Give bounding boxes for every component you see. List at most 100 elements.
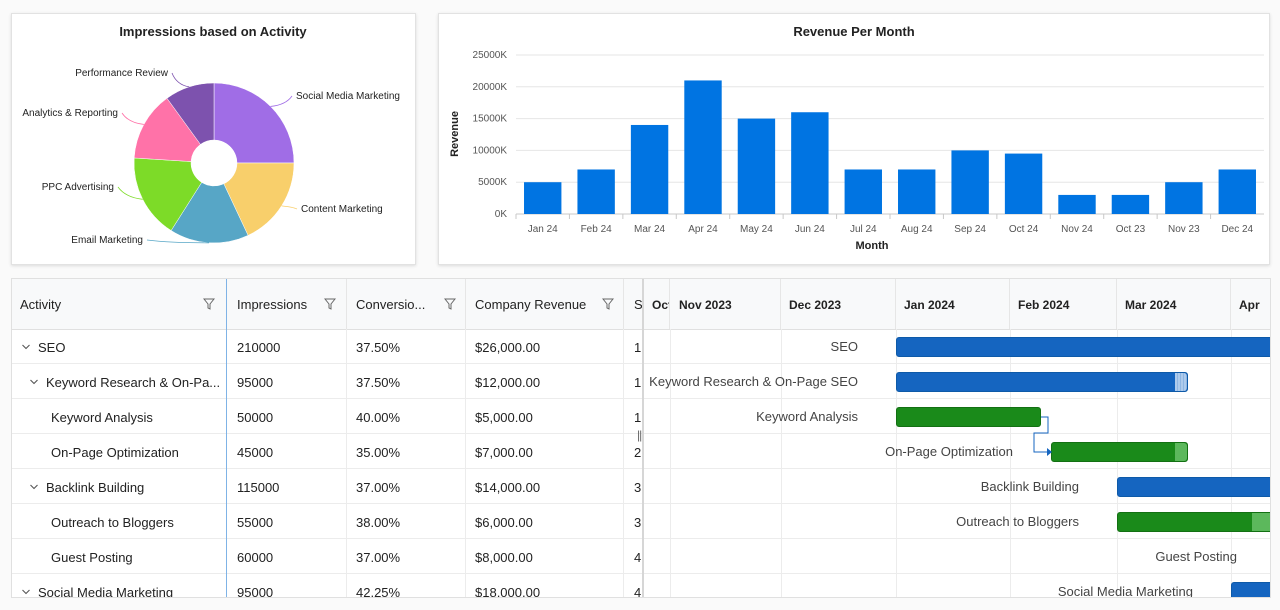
timeline-row-line [644,503,1270,504]
bar[interactable] [844,169,882,214]
timeline-month-header: Nov 2023 [670,279,781,329]
task-bar[interactable] [896,407,1041,427]
cell-activity: SEO [12,329,227,364]
filter-icon[interactable] [444,298,456,310]
cell-activity: Guest Posting [12,539,227,574]
y-tick-label: 10000K [473,145,508,156]
filter-icon[interactable] [203,298,215,310]
bar[interactable] [1165,182,1203,214]
table-row[interactable]: Social Media Marketing 95000 42.25% $18,000… [12,574,642,597]
activity-name: Keyword Research & On-Pa... [46,375,221,390]
cell-conversion: 37.50% [347,364,466,399]
cell-s: 1 [634,340,642,355]
bar[interactable] [524,182,562,214]
chevron-down-icon[interactable] [22,588,30,596]
task-bar[interactable] [1051,442,1188,462]
filter-icon[interactable] [324,298,336,310]
bar[interactable] [1004,153,1043,214]
timeline-grid-line [896,329,897,597]
bar[interactable] [684,80,722,214]
pie-slice[interactable] [133,157,203,231]
cell-activity: Keyword Research & On-Pa... [12,364,227,399]
task-remaining-segment [1175,373,1187,391]
bar[interactable] [1058,194,1096,214]
timeline-month-header: Mar 2024 [1117,279,1231,329]
summary-task-bar[interactable] [1117,477,1270,497]
table-row[interactable]: Keyword Research & On-Pa... 95000 37.50% $1… [12,364,642,399]
task-bar[interactable] [1117,512,1270,532]
bar[interactable] [737,118,776,214]
bar[interactable] [1111,194,1150,214]
gantt-chart: Activity Impressions Conversio... Compan… [11,278,1271,598]
cell-conversion: 37.00% [347,539,466,574]
column-title: S [634,297,642,312]
pie-chart: Impressions based on Activity Social Med… [22,24,400,246]
x-tick-label: Jun 24 [795,224,825,235]
chevron-down-icon[interactable] [22,343,30,351]
activity-name: Guest Posting [51,550,133,565]
cell-revenue: $6,000.00 [466,504,624,539]
y-tick-label: 5000K [478,177,507,188]
timeline-row-line [644,468,1270,469]
column-header-conversion[interactable]: Conversio... [347,279,466,329]
x-tick-label: Feb 24 [581,224,613,235]
bar[interactable] [577,169,615,214]
column-header-company-revenue[interactable]: Company Revenue [466,279,624,329]
x-tick-label: Apr 24 [688,224,718,235]
pie-slice[interactable] [170,182,249,244]
x-tick-label: May 24 [740,224,773,235]
x-tick-label: Aug 24 [901,224,933,235]
table-row[interactable]: Outreach to Bloggers 55000 38.00% $6,000.00… [12,504,642,539]
x-tick-label: Oct 23 [1116,224,1146,235]
column-title: Impressions [237,297,308,312]
task-label: Backlink Building [980,479,1079,494]
bar[interactable] [791,112,829,214]
timeline-grid-line [1231,329,1232,597]
bar[interactable] [630,124,669,214]
leader-line [117,186,143,200]
pie-slice[interactable] [223,162,295,236]
bar[interactable] [951,150,989,214]
x-tick-label: Mar 24 [634,224,666,235]
summary-task-bar[interactable] [896,337,1270,357]
cell-activity: Social Media Marketing [12,574,227,597]
column-header-s[interactable]: S [624,279,642,329]
x-tick-label: Nov 23 [1168,224,1200,235]
cell-revenue: $7,000.00 [466,434,624,469]
pie-slice[interactable] [166,82,215,145]
splitter[interactable] [642,279,644,597]
cell-impressions: 95000 [227,574,347,597]
y-tick-label: 15000K [473,114,508,125]
splitter-handle[interactable]: || [637,428,642,442]
chevron-down-icon[interactable] [30,378,38,386]
pie-slice[interactable] [213,82,295,164]
summary-task-bar[interactable] [1231,582,1270,597]
cell-impressions: 60000 [227,539,347,574]
cell-impressions: 55000 [227,504,347,539]
cell-activity: Backlink Building [12,469,227,504]
cell-impressions: 115000 [227,469,347,504]
bar[interactable] [1218,169,1256,214]
timeline-month-header: Oct [644,279,670,329]
grid-body: SEO 210000 37.50% $26,000.00 1 Keyword Resear… [12,329,642,597]
column-header-activity[interactable]: Activity [12,279,227,329]
cell-revenue: $8,000.00 [466,539,624,574]
table-row[interactable]: SEO 210000 37.50% $26,000.00 1 [12,329,642,364]
chevron-down-icon[interactable] [30,483,38,491]
bar[interactable] [898,169,936,214]
x-tick-label: Oct 24 [1009,224,1039,235]
table-row[interactable]: Backlink Building 115000 37.00% $14,000.00 3 [12,469,642,504]
task-label: Keyword Research & On-Page SEO [649,374,858,389]
table-row[interactable]: Guest Posting 60000 37.00% $8,000.00 4 [12,539,642,574]
table-row[interactable]: Keyword Analysis 50000 40.00% $5,000.00 1 [12,399,642,434]
table-row[interactable]: On-Page Optimization 45000 35.00% $7,000.00… [12,434,642,469]
summary-task-bar[interactable] [896,372,1188,392]
x-tick-label: Jul 24 [850,224,877,235]
task-label: On-Page Optimization [885,444,1013,459]
column-header-impressions[interactable]: Impressions [227,279,347,329]
cell-impressions: 45000 [227,434,347,469]
filter-icon[interactable] [602,298,614,310]
timeline-grid-line [1117,329,1118,597]
timeline-month-header: Jan 2024 [896,279,1010,329]
pie-slice-label: PPC Advertising [42,182,114,193]
